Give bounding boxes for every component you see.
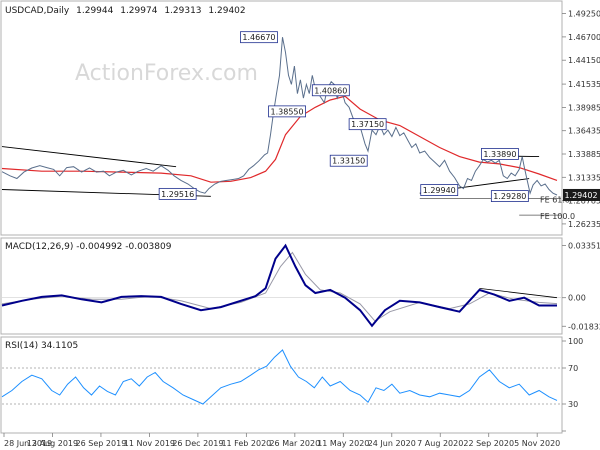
rsi-line	[1, 349, 558, 405]
ohlc-open: 1.29944	[76, 6, 113, 16]
annotation-label: 1.33890	[483, 150, 516, 159]
rsi-y-tick-label: 30	[568, 400, 578, 409]
price-y-tick-label: 1.49250	[568, 10, 600, 19]
rsi-y-tick-label: 100	[568, 337, 583, 346]
fe-level-label: FE 61.8	[540, 196, 570, 205]
macd-line	[1, 243, 557, 328]
current-price-marker: 1.29402	[563, 188, 600, 201]
x-tick-label: 26 Mar 2020	[269, 439, 320, 448]
watermark: ActionForex.com	[75, 61, 258, 86]
annotation-box	[311, 84, 350, 97]
fe-level-label: FE 100.0	[540, 212, 575, 221]
annotation-label: 1.46670	[242, 33, 275, 42]
annotation-box	[481, 148, 519, 160]
annotation-label: 1.38550	[271, 107, 304, 116]
annotation-label: 1.29280	[493, 192, 526, 201]
annotation-label: 1.29940	[423, 186, 456, 195]
rsi-levels	[2, 367, 561, 405]
x-tick-label: 5 Nov 2020	[514, 439, 560, 448]
annotation-box	[158, 187, 197, 200]
chart-title: USDCAD,Daily 1.29944 1.29974 1.29313 1.2…	[5, 6, 246, 16]
x-tick-label: 11 May 2020	[317, 439, 369, 448]
annotation-label: 1.37150	[351, 120, 384, 129]
annotation-label: 1.29516	[161, 190, 194, 199]
price-y-tick-label: 1.28785	[568, 197, 600, 206]
fe-levels: FE 61.8 FE 100.0	[419, 196, 575, 221]
annotation-label: 1.33150	[332, 157, 365, 166]
annotation-box	[268, 105, 306, 118]
current-price-box	[563, 188, 600, 201]
macd-y-tick-label: 0.033515	[568, 241, 600, 250]
price-y-tick-label: 1.41535	[568, 80, 600, 89]
price-y-tick-label: 1.31335	[568, 173, 600, 182]
ohlc-close: 1.29402	[208, 6, 245, 16]
x-tick-label: 28 Jun 2019	[4, 439, 52, 448]
price-panel-frame	[0, 0, 563, 236]
price-y-tick-label: 1.46700	[568, 33, 600, 42]
price-y-tick-label: 1.38985	[568, 103, 600, 112]
annotation-box	[348, 118, 387, 131]
ema-line	[1, 95, 558, 183]
annotation-box	[420, 184, 459, 196]
price-y-tick-label: 1.36435	[568, 127, 600, 136]
macd-label: MACD(12,26,9) -0.004992 -0.003809	[5, 242, 172, 252]
macd-signal-line	[1, 251, 558, 322]
price-annotations: 1.46670 1.38550 1.40860 1.37150 1.33150 1.299…	[158, 31, 529, 202]
ohlc-low: 1.29313	[164, 6, 201, 16]
price-y-tick-label: 1.44150	[568, 56, 600, 65]
macd-panel-frame	[0, 237, 563, 335]
annotation-box	[490, 190, 529, 202]
rsi-y-axis: 100 70 30	[562, 337, 583, 432]
price-trendline	[1, 146, 177, 168]
current-price-label: 1.29402	[564, 191, 597, 200]
price-y-tick-label: 1.33885	[568, 150, 600, 159]
annotation-box	[240, 31, 278, 44]
annotation-label: 1.40860	[314, 86, 347, 95]
x-tick-label: 24 Jun 2020	[368, 439, 416, 448]
macd-y-axis: 0.033515 0.00 -0.018324	[562, 241, 600, 331]
annotation-box	[329, 154, 368, 167]
x-tick-label: 13 Aug 2019	[27, 439, 78, 448]
rsi-y-tick-label: 70	[568, 364, 578, 373]
rsi-label: RSI(14) 34.1105	[5, 341, 78, 351]
x-tick-label: 22 Sep 2020	[463, 439, 514, 448]
chart-symbol: USDCAD,Daily	[5, 6, 70, 16]
x-tick-label: 26 Sep 2019	[76, 439, 127, 448]
x-tick-label: 7 Aug 2020	[417, 439, 463, 448]
ohlc-high: 1.29974	[120, 6, 157, 16]
macd-y-tick-label: 0.00	[568, 294, 586, 303]
x-tick-label: 11 Nov 2019	[124, 439, 175, 448]
macd-y-tick-label: -0.018324	[568, 322, 600, 331]
x-tick-label: 26 Dec 2019	[172, 439, 223, 448]
x-tick-label: 11 Feb 2020	[221, 439, 271, 448]
price-panel: ActionForex.com USDCAD,Daily 1.29944 1.2…	[0, 0, 600, 236]
price-y-tick-label: 1.26235	[568, 220, 600, 229]
macd-panel: MACD(12,26,9) -0.004992 -0.003809 0.0335…	[0, 237, 600, 335]
price-y-axis: 1.49250 1.46700 1.44150 1.41535 1.38985 1.364…	[562, 10, 600, 229]
macd-trendline	[479, 287, 558, 299]
